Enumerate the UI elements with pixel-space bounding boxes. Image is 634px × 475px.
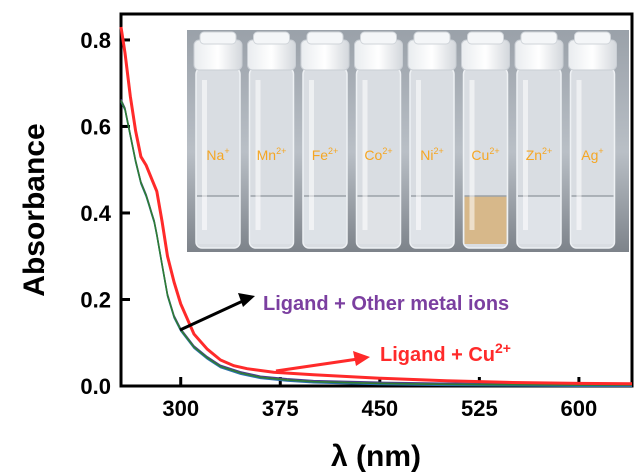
vial-highlight (469, 80, 475, 230)
vial: Fe2+ (300, 31, 350, 249)
vial: Na+ (193, 31, 243, 249)
vial-highlight (523, 80, 528, 230)
vial-ion-charge: 2+ (382, 146, 392, 156)
vial-highlight (202, 80, 207, 230)
vial-cap-top (253, 31, 290, 45)
annotation-cu: Ligand + Cu2+ (275, 340, 511, 373)
vial: Zn2+ (514, 31, 564, 249)
vial-ion-charge: 2+ (542, 146, 552, 156)
annotation-label-cu-main: Ligand + Cu (380, 344, 495, 366)
annotation-arrow-cu (275, 357, 359, 373)
annotation-label-other-ions: Ligand + Other metal ions (263, 293, 509, 315)
vial-ion-symbol: Zn (526, 147, 542, 163)
vial-ion-label: Ni2+ (420, 146, 444, 163)
vial-ion-symbol: Cu (471, 147, 489, 163)
vial-ion-charge: + (224, 146, 229, 156)
x-tick-label: 450 (361, 396, 398, 421)
axis-ticks: 0.0 0.2 0.4 0.6 0.8 300 375 450 525 600 (80, 28, 597, 421)
y-tick-label: 0.0 (80, 374, 111, 399)
vial-highlight (416, 80, 421, 230)
vial-ion-symbol: Mn (257, 147, 276, 163)
vial: Cu2+ (461, 31, 510, 249)
vial-ion-label: Co2+ (364, 146, 392, 163)
vial-highlight (362, 80, 368, 230)
inset-photo: Na+ Mn2+ Fe2+ Co2+ Ni2+ Cu2+ Zn2+ Ag+ (187, 30, 629, 252)
vial-ion-charge: 2+ (489, 146, 499, 156)
vial-cap-top (306, 31, 344, 45)
x-tick-label: 300 (162, 396, 199, 421)
vial-ion-label: Ag+ (581, 146, 603, 163)
vial-cap-top (199, 31, 237, 45)
vial-highlight (576, 80, 582, 230)
vial-ion-symbol: Ag (581, 147, 598, 163)
y-axis-title: Absorbance (18, 123, 51, 296)
vial-ion-label: Na+ (206, 146, 229, 163)
series-line-other-metal-ions (120, 100, 632, 386)
vial-highlight (309, 80, 314, 230)
arrowhead-icon (353, 351, 370, 366)
vial-ion-label: Zn2+ (526, 146, 553, 163)
vial: Co2+ (354, 31, 403, 249)
annotation-arrow-other-ions (179, 298, 246, 332)
vial-cap-top (413, 31, 451, 45)
vial: Ni2+ (407, 31, 457, 249)
x-tick-label: 375 (262, 396, 299, 421)
y-tick-label: 0.4 (80, 201, 111, 226)
annotation-label-cu: Ligand + Cu2+ (380, 340, 511, 366)
y-tick-label: 0.8 (80, 28, 111, 53)
vial-ion-symbol: Na (206, 147, 224, 163)
x-tick-label: 525 (461, 396, 498, 421)
x-tick-label: 600 (561, 396, 598, 421)
vial-ion-symbol: Fe (312, 147, 329, 163)
vial-ion-label: Fe2+ (312, 146, 339, 163)
arrowhead-icon (238, 293, 255, 307)
vial: Mn2+ (247, 31, 296, 249)
vial-ion-symbol: Ni (420, 147, 433, 163)
vial-cap-top (574, 31, 611, 45)
vial-ion-label: Mn2+ (257, 146, 287, 163)
vial-highlight (255, 80, 261, 230)
vial-ion-charge: 2+ (433, 146, 443, 156)
y-tick-label: 0.2 (80, 287, 111, 312)
vial-cap-top (520, 31, 558, 45)
vial-cap-top (360, 31, 397, 45)
series-lines (119, 26, 633, 387)
annotation-other-ions: Ligand + Other metal ions (179, 293, 509, 332)
x-axis-title: λ (nm) (331, 440, 421, 473)
vials: Na+ Mn2+ Fe2+ Co2+ Ni2+ Cu2+ Zn2+ Ag+ (193, 31, 617, 249)
y-tick-label: 0.6 (80, 114, 111, 139)
vial: Ag+ (568, 31, 617, 249)
vial-ion-charge: 2+ (276, 146, 286, 156)
vial-cap-top (467, 31, 504, 45)
plot-frame (119, 12, 634, 388)
series-line-cu (119, 26, 633, 386)
vial-ion-charge: + (598, 146, 603, 156)
vial-ion-charge: 2+ (328, 146, 338, 156)
annotation-label-cu-sup: 2+ (495, 340, 511, 356)
vial-ion-label: Cu2+ (471, 146, 499, 163)
vial-ion-symbol: Co (364, 147, 382, 163)
